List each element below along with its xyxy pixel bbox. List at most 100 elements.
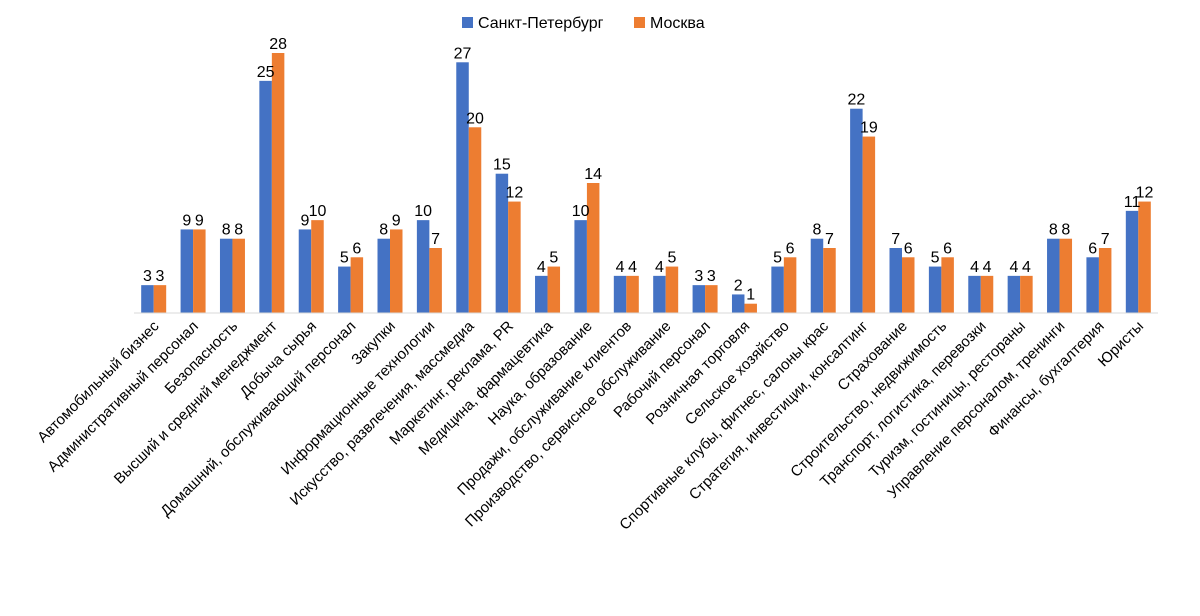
data-label-spb-12: 4: [616, 259, 625, 276]
data-label-msk-22: 4: [1022, 259, 1031, 276]
data-label-msk-15: 1: [746, 287, 755, 304]
data-label-spb-1: 9: [182, 212, 191, 229]
bar-spb-18: [850, 108, 863, 314]
data-label-spb-23: 8: [1049, 222, 1058, 239]
legend-swatch-moscow: [634, 17, 645, 28]
data-label-msk-9: 12: [506, 185, 524, 202]
bar-spb-6: [377, 238, 390, 313]
data-label-spb-5: 5: [340, 250, 349, 267]
data-label-msk-17: 7: [825, 231, 834, 248]
bar-msk-13: [665, 266, 679, 313]
data-label-spb-0: 3: [143, 268, 152, 285]
bar-msk-17: [823, 248, 836, 313]
bar-spb-11: [574, 220, 587, 313]
bar-spb-25: [1125, 210, 1139, 313]
data-label-msk-10: 5: [549, 250, 558, 267]
bar-msk-2: [232, 238, 245, 313]
data-label-msk-5: 6: [352, 240, 361, 257]
data-label-spb-2: 8: [222, 222, 231, 239]
data-label-spb-17: 8: [813, 222, 822, 239]
bar-msk-0: [153, 285, 167, 313]
data-label-msk-18: 19: [860, 120, 878, 137]
data-label-spb-4: 9: [301, 212, 310, 229]
bar-msk-16: [783, 257, 797, 313]
bar-spb-23: [1047, 238, 1060, 313]
bar-msk-3: [271, 53, 285, 313]
bar-spb-17: [810, 238, 824, 313]
bar-msk-12: [626, 275, 639, 313]
data-label-msk-13: 5: [667, 250, 676, 267]
bar-spb-22: [1007, 275, 1021, 313]
bar-msk-11: [586, 183, 600, 313]
bar-msk-22: [1020, 275, 1033, 313]
data-label-msk-4: 10: [309, 203, 327, 220]
data-label-msk-20: 6: [943, 240, 952, 257]
bar-msk-21: [980, 275, 994, 313]
bar-msk-24: [1098, 248, 1112, 313]
bar-msk-18: [862, 136, 876, 313]
legend-swatch-saint-petersburg: [462, 17, 473, 28]
data-label-msk-1: 9: [195, 212, 204, 229]
data-label-msk-7: 7: [431, 231, 440, 248]
bar-msk-10: [547, 266, 561, 313]
data-label-spb-7: 10: [414, 203, 432, 220]
category-label-1: Административный персонал: [44, 318, 202, 476]
data-label-msk-0: 3: [155, 268, 164, 285]
legend-label-moscow: Москва: [650, 15, 705, 32]
data-label-msk-23: 8: [1061, 222, 1070, 239]
data-label-spb-20: 5: [931, 250, 940, 267]
bar-spb-15: [731, 294, 745, 313]
bar-msk-14: [705, 285, 718, 313]
data-label-msk-12: 4: [628, 259, 637, 276]
data-label-spb-16: 5: [773, 250, 782, 267]
data-label-spb-15: 2: [734, 277, 743, 294]
bar-spb-24: [1086, 257, 1099, 313]
data-label-msk-8: 20: [466, 110, 484, 127]
data-label-spb-8: 27: [454, 45, 472, 62]
data-label-msk-11: 14: [584, 166, 602, 183]
bar-spb-3: [259, 80, 272, 313]
data-label-spb-14: 3: [694, 268, 703, 285]
legend: Санкт-Петербург Москва: [462, 15, 705, 32]
bar-msk-20: [941, 257, 954, 313]
data-label-spb-9: 15: [493, 157, 511, 174]
bar-msk-25: [1138, 201, 1151, 313]
bar-spb-5: [338, 266, 351, 313]
data-label-msk-6: 9: [392, 212, 401, 229]
bar-msk-4: [311, 220, 324, 313]
data-label-spb-19: 7: [891, 231, 900, 248]
data-label-spb-25: 11: [1124, 194, 1141, 211]
bar-spb-10: [535, 275, 548, 313]
bar-spb-16: [771, 266, 784, 313]
data-label-spb-18: 22: [847, 92, 865, 109]
bars-group: [141, 53, 1151, 314]
bar-spb-21: [968, 275, 981, 313]
bar-spb-19: [889, 248, 902, 313]
bar-msk-8: [468, 127, 482, 313]
bar-msk-9: [508, 201, 521, 313]
data-label-spb-21: 4: [970, 259, 979, 276]
data-label-msk-21: 4: [983, 259, 992, 276]
bar-spb-1: [180, 229, 194, 313]
data-label-msk-16: 6: [786, 240, 795, 257]
bar-msk-5: [350, 257, 364, 313]
bar-spb-13: [653, 275, 666, 313]
bar-msk-23: [1059, 238, 1073, 313]
data-label-spb-3: 25: [257, 64, 275, 81]
data-label-spb-13: 4: [655, 259, 664, 276]
data-label-spb-24: 6: [1088, 240, 1097, 257]
bar-spb-4: [298, 229, 312, 313]
legend-label-saint-petersburg: Санкт-Петербург: [478, 15, 604, 32]
bar-spb-8: [456, 62, 469, 313]
bar-spb-7: [416, 220, 430, 313]
data-label-msk-24: 7: [1101, 231, 1110, 248]
bar-spb-0: [141, 285, 154, 313]
data-label-spb-6: 8: [379, 222, 388, 239]
bar-msk-1: [193, 229, 206, 313]
data-label-msk-14: 3: [707, 268, 716, 285]
data-label-spb-22: 4: [1009, 259, 1018, 276]
bar-spb-14: [692, 285, 706, 313]
